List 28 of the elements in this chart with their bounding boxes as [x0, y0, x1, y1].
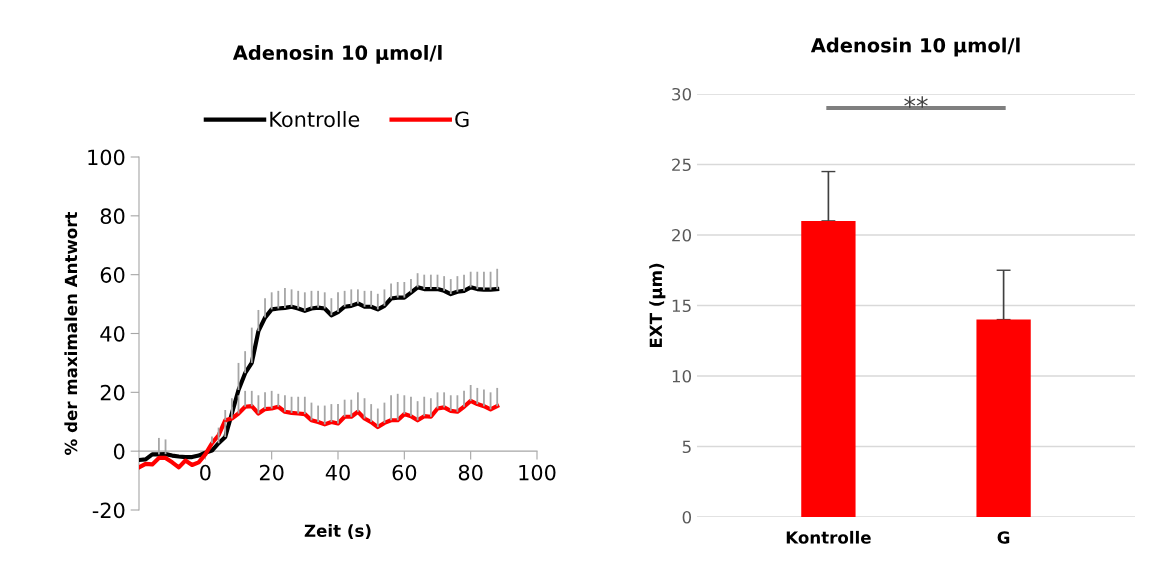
y-tick-label: 60: [100, 267, 125, 283]
chart-title: Adenosin 10 µmol/l: [232, 45, 442, 64]
y-tick-label: 100: [88, 149, 125, 166]
x-tick-label: 100: [519, 464, 556, 481]
y-tick-label: 25: [672, 158, 691, 172]
y-tick-label: 5: [682, 440, 691, 454]
x-tick-label: 20: [259, 464, 284, 481]
y-tick-label: 15: [672, 299, 691, 313]
y-tick-label: 30: [672, 87, 692, 101]
y-tick-label: 80: [100, 208, 125, 225]
x-tick-label: 0: [200, 464, 211, 481]
y-tick-label: 20: [672, 228, 692, 242]
x-tick-label: 80: [458, 464, 483, 481]
legend-label: Kontrolle: [270, 111, 360, 128]
legend-label: G: [455, 111, 469, 128]
x-axis-title: Zeit (s): [304, 524, 371, 539]
y-tick-label: 0: [682, 510, 692, 524]
x-tick-label: 40: [325, 464, 350, 481]
y-tick-label: 20: [100, 384, 125, 401]
x-tick-label: 60: [392, 464, 417, 481]
annotation: **: [904, 96, 928, 108]
y-tick-label: 40: [100, 325, 125, 342]
chart-title: Adenosin 10 µmol/l: [810, 37, 1020, 57]
y-tick-label: 0: [113, 443, 125, 460]
y-tick-label: 10: [672, 369, 692, 383]
y-axis-title: EXT (µm): [649, 263, 666, 348]
y-axis-title: % der maximalen Antwort: [64, 211, 78, 455]
y-tick-label: -20: [92, 502, 125, 519]
